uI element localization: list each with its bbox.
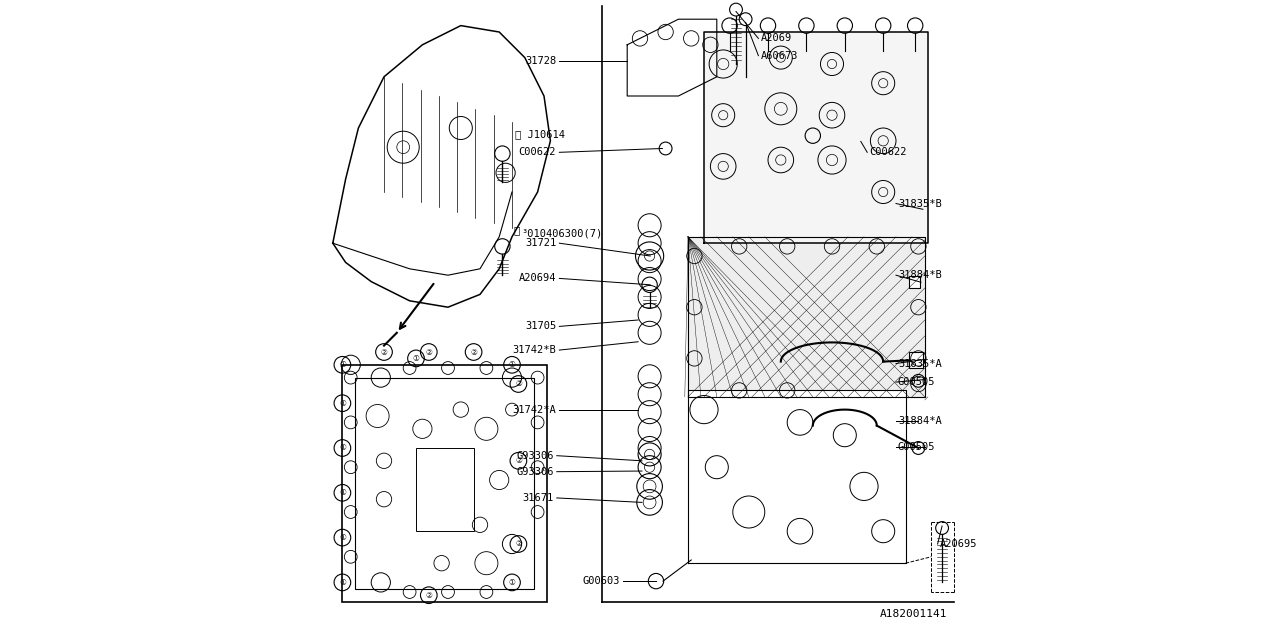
- Text: ① J10614: ① J10614: [516, 129, 566, 140]
- Text: A60673: A60673: [760, 51, 797, 61]
- Bar: [343, 365, 548, 602]
- Polygon shape: [704, 32, 928, 243]
- Polygon shape: [333, 26, 550, 307]
- Text: 31884*A: 31884*A: [899, 416, 942, 426]
- Text: 31705: 31705: [525, 321, 556, 332]
- Text: 31742*B: 31742*B: [512, 345, 556, 355]
- Text: ①: ①: [339, 360, 346, 369]
- Text: 31835*B: 31835*B: [899, 198, 942, 209]
- Text: G93306: G93306: [516, 451, 554, 461]
- Text: ³010406300(7): ³010406300(7): [522, 228, 603, 239]
- Text: ①: ①: [339, 399, 346, 408]
- Text: A20695: A20695: [940, 539, 977, 549]
- Bar: [356, 378, 535, 589]
- Text: ①: ①: [508, 578, 516, 587]
- Text: C00622: C00622: [869, 147, 906, 157]
- Bar: [849, 142, 860, 154]
- Text: 31721: 31721: [525, 238, 556, 248]
- Text: ①: ①: [339, 533, 346, 542]
- Text: ①: ①: [339, 444, 346, 452]
- Text: ②: ②: [515, 456, 522, 465]
- Text: ①: ①: [339, 488, 346, 497]
- Text: 31835*A: 31835*A: [899, 358, 942, 369]
- Text: 31728: 31728: [525, 56, 556, 66]
- Text: ①: ①: [412, 354, 420, 363]
- Text: G00505: G00505: [899, 377, 936, 387]
- Text: ②: ②: [515, 380, 522, 388]
- Text: ①: ①: [508, 360, 516, 369]
- Bar: [909, 202, 923, 218]
- Text: ②: ②: [470, 348, 477, 356]
- Text: 31884*B: 31884*B: [899, 270, 942, 280]
- Text: ②: ②: [515, 540, 522, 548]
- Text: A182001141: A182001141: [879, 609, 947, 620]
- Text: 31742*A: 31742*A: [512, 404, 556, 415]
- Text: A20694: A20694: [518, 273, 556, 284]
- Text: ①: ①: [339, 578, 346, 587]
- Text: G93306: G93306: [516, 467, 554, 477]
- Bar: [416, 448, 474, 531]
- Bar: [909, 352, 923, 368]
- Text: ②: ②: [513, 225, 520, 236]
- Polygon shape: [689, 237, 924, 397]
- Text: G00505: G00505: [899, 442, 936, 452]
- Bar: [909, 276, 920, 288]
- Text: C00622: C00622: [518, 147, 556, 157]
- Text: G00603: G00603: [582, 576, 620, 586]
- Text: A2069: A2069: [760, 33, 791, 44]
- Text: ②: ②: [380, 348, 388, 356]
- Polygon shape: [627, 19, 717, 96]
- Text: 31671: 31671: [522, 493, 554, 503]
- Text: ②: ②: [425, 591, 433, 600]
- Polygon shape: [689, 390, 906, 563]
- Text: ②: ②: [425, 348, 433, 356]
